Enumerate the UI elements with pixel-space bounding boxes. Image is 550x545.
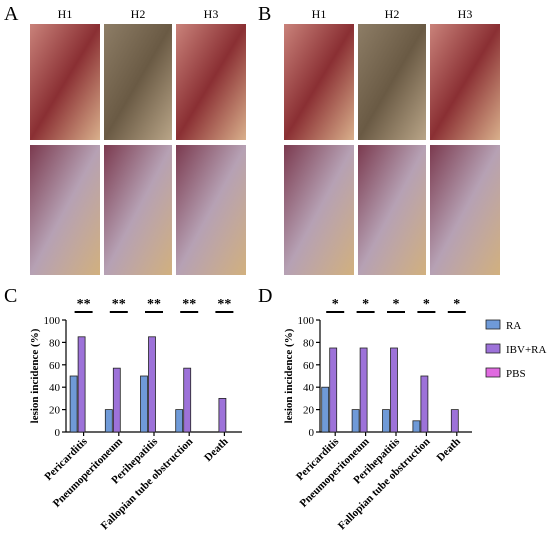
- column-label: H3: [458, 7, 473, 21]
- bar: [112, 367, 121, 433]
- legend-swatch: [485, 367, 501, 378]
- photos: [30, 24, 500, 275]
- legend-swatch: [485, 319, 501, 330]
- bar: [450, 409, 459, 433]
- bar: [390, 347, 398, 433]
- y-tick-label: 0: [55, 427, 61, 439]
- column-label: H2: [131, 7, 146, 21]
- y-tick-label: 60: [49, 360, 61, 372]
- column-label: H1: [58, 7, 73, 21]
- bar: [329, 347, 338, 433]
- bar: [321, 386, 330, 433]
- significance: *: [362, 297, 369, 312]
- panel-letter: A: [4, 3, 19, 25]
- panel-letter: B: [258, 3, 271, 25]
- photo: [358, 145, 426, 275]
- panel-letter: D: [258, 285, 272, 307]
- bar: [77, 336, 86, 433]
- bar: [420, 375, 429, 433]
- x-tick-label: Death: [202, 436, 230, 464]
- bar: [104, 409, 113, 433]
- bar: [359, 347, 368, 433]
- significance: **: [112, 297, 126, 312]
- significance: **: [217, 297, 231, 312]
- photo: [176, 24, 246, 140]
- panel-letter: C: [4, 285, 17, 307]
- bar: [148, 336, 156, 433]
- photo: [104, 24, 172, 140]
- y-tick-label: 60: [303, 360, 315, 372]
- bar: [382, 409, 390, 433]
- legend-swatch: [485, 343, 501, 354]
- significance: **: [147, 297, 161, 312]
- photo: [430, 145, 500, 275]
- bar: [183, 367, 192, 433]
- legend-label: PBS: [506, 368, 526, 380]
- significance: *: [393, 297, 400, 312]
- x-tick-label: Death: [435, 436, 463, 464]
- y-axis-label: lesion incidence (%): [29, 328, 41, 423]
- photo: [284, 145, 354, 275]
- column-label: H2: [385, 7, 400, 21]
- significance: **: [77, 297, 91, 312]
- y-tick-label: 80: [303, 337, 315, 349]
- significance: *: [453, 297, 460, 312]
- photo: [104, 145, 172, 275]
- y-tick-label: 20: [49, 405, 61, 417]
- y-tick-label: 20: [303, 405, 315, 417]
- y-axis-label: lesion incidence (%): [283, 328, 295, 423]
- photo: [176, 145, 246, 275]
- y-tick-label: 100: [298, 315, 315, 327]
- legend-label: IBV+RA: [506, 344, 546, 356]
- bar: [218, 397, 227, 433]
- photo: [30, 145, 100, 275]
- bar: [69, 375, 78, 433]
- photo: [30, 24, 100, 140]
- photo: [358, 24, 426, 140]
- y-tick-label: 80: [49, 337, 61, 349]
- significance: *: [332, 297, 339, 312]
- bar: [140, 375, 148, 433]
- photo: [430, 24, 500, 140]
- y-tick-label: 0: [309, 427, 315, 439]
- y-tick-label: 40: [303, 382, 315, 394]
- bar: [175, 409, 184, 433]
- photo: [284, 24, 354, 140]
- significance: **: [182, 297, 196, 312]
- bar: [412, 420, 421, 433]
- column-label: H3: [204, 7, 219, 21]
- bar: [351, 409, 360, 433]
- y-tick-label: 100: [44, 315, 61, 327]
- y-tick-label: 40: [49, 382, 61, 394]
- significance: *: [423, 297, 430, 312]
- column-label: H1: [312, 7, 327, 21]
- legend-label: RA: [506, 320, 521, 332]
